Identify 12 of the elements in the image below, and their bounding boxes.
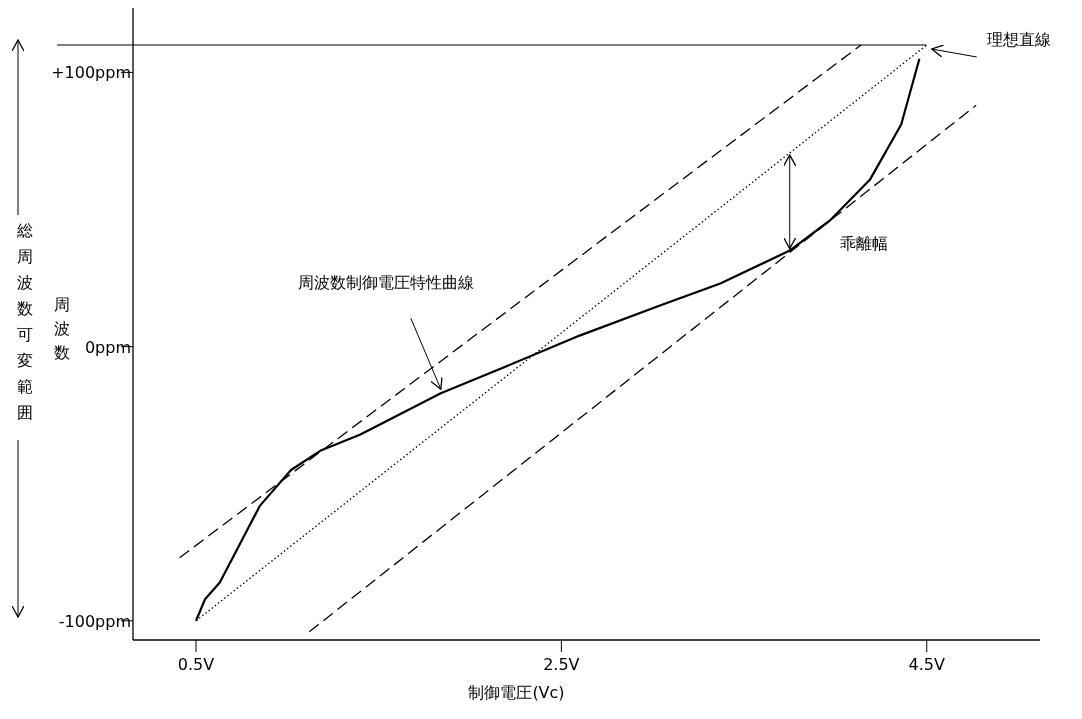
text: 総周波数可変範囲 — [16, 221, 33, 422]
x-tick-label: 0.5V — [177, 655, 215, 674]
y-tick-label: +100ppm — [51, 63, 131, 83]
annotation: 理想直線 — [986, 30, 1051, 49]
annotation: 乖離幅 — [839, 233, 888, 253]
y-tick-label: 0ppm — [84, 337, 131, 357]
annotation: 周波数制御電圧特性曲線 — [297, 273, 474, 293]
x-tick-label: 4.5V — [908, 655, 945, 674]
y-axis-title: 周波数 — [54, 295, 70, 362]
x-tick-label: 2.5V — [543, 655, 580, 674]
x-axis-title: 制御電圧(Vc) — [468, 683, 565, 702]
y-tick-label: -100ppm — [58, 611, 131, 631]
